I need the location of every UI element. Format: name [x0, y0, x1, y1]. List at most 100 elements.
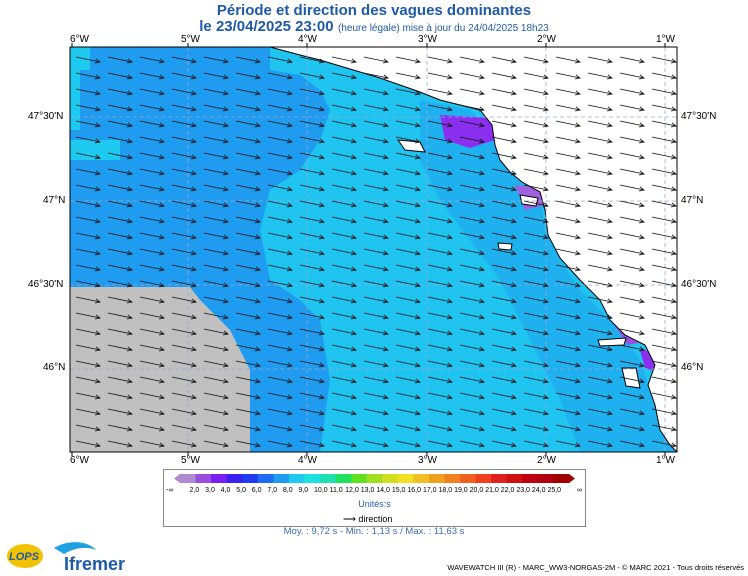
scale-tick-label: 8,0	[282, 487, 293, 494]
direction-arrow	[619, 184, 645, 192]
scale-right-end: ∞	[577, 487, 582, 494]
lat-label-left-46: 46°N	[43, 362, 66, 373]
direction-arrow	[363, 408, 389, 416]
direction-arrow	[75, 120, 101, 128]
color-swatch	[413, 474, 430, 483]
direction-arrow	[427, 344, 453, 352]
direction-arrow	[107, 440, 133, 448]
direction-arrow	[459, 56, 485, 64]
direction-arrow	[395, 136, 421, 144]
direction-arrow	[427, 328, 453, 336]
direction-arrow	[171, 136, 197, 144]
direction-arrow	[363, 136, 389, 144]
map-field	[70, 47, 677, 452]
direction-arrow	[459, 424, 485, 432]
direction-arrow	[651, 104, 677, 112]
direction-arrow	[331, 216, 357, 224]
direction-arrow	[75, 408, 101, 416]
direction-arrow	[267, 312, 293, 320]
scale-tick-label: 25,0	[547, 487, 562, 494]
direction-arrow	[555, 248, 581, 256]
direction-arrow	[235, 72, 261, 80]
direction-arrow	[523, 56, 549, 64]
direction-arrow	[139, 440, 165, 448]
scale-tick-label: 21,0	[485, 487, 499, 494]
direction-arrow	[395, 184, 421, 192]
direction-arrows	[75, 56, 677, 448]
direction-arrow	[107, 328, 133, 336]
direction-arrow	[619, 120, 645, 128]
direction-arrow	[427, 360, 453, 368]
direction-arrow	[299, 360, 325, 368]
direction-arrow	[523, 232, 549, 240]
direction-arrow	[491, 360, 517, 368]
direction-arrow	[363, 264, 389, 272]
direction-arrow	[459, 168, 485, 176]
color-swatch	[475, 474, 492, 483]
direction-arrow	[75, 72, 101, 80]
color-swatch	[226, 474, 243, 483]
offshore-zone	[70, 47, 330, 452]
direction-arrow	[107, 216, 133, 224]
direction-arrow	[555, 328, 581, 336]
direction-arrow	[171, 264, 197, 272]
direction-arrow	[459, 88, 485, 96]
direction-arrow	[267, 72, 293, 80]
direction-arrow	[299, 312, 325, 320]
direction-arrow	[619, 152, 645, 160]
island-yeu	[497, 242, 513, 251]
direction-arrow	[235, 200, 261, 208]
direction-arrow	[619, 56, 645, 64]
direction-arrow	[203, 312, 229, 320]
direction-arrow	[139, 264, 165, 272]
direction-arrow	[331, 440, 357, 448]
scale-tick-label: 24,0	[531, 487, 546, 494]
direction-arrow	[299, 248, 325, 256]
direction-arrow	[203, 328, 229, 336]
scale-tick-label: 3,0	[205, 487, 215, 494]
direction-arrow	[363, 120, 389, 128]
direction-arrow	[651, 264, 677, 272]
direction-arrow	[491, 216, 517, 224]
direction-arrow	[331, 136, 357, 144]
direction-arrow	[491, 88, 517, 96]
direction-arrow	[299, 328, 325, 336]
direction-arrow	[619, 360, 645, 368]
direction-arrow	[75, 424, 101, 432]
direction-arrow	[427, 104, 453, 112]
direction-arrow	[587, 312, 613, 320]
direction-arrow	[619, 232, 645, 240]
direction-arrow	[299, 184, 325, 192]
direction-arrow	[75, 184, 101, 192]
direction-arrow	[555, 312, 581, 320]
direction-arrow	[331, 264, 357, 272]
direction-arrow	[587, 216, 613, 224]
direction-arrow	[107, 72, 133, 80]
direction-arrow	[75, 312, 101, 320]
direction-arrow	[459, 264, 485, 272]
svg-text:LOPS: LOPS	[9, 551, 40, 563]
direction-arrow	[299, 280, 325, 288]
direction-arrow	[171, 152, 197, 160]
color-swatch	[397, 474, 414, 483]
direction-arrow	[171, 280, 197, 288]
direction-arrow	[203, 88, 229, 96]
direction-arrow	[75, 216, 101, 224]
direction-arrow	[139, 360, 165, 368]
direction-arrow	[459, 136, 485, 144]
direction-arrow	[427, 424, 453, 432]
direction-arrow	[331, 376, 357, 384]
direction-arrow	[299, 424, 325, 432]
direction-arrow	[331, 232, 357, 240]
direction-arrow	[203, 376, 229, 384]
direction-arrow	[363, 168, 389, 176]
color-swatch	[180, 474, 197, 483]
coastal-band	[420, 100, 677, 452]
direction-arrow	[267, 408, 293, 416]
direction-arrow	[395, 72, 421, 80]
direction-arrow	[395, 344, 421, 352]
direction-arrow	[235, 168, 261, 176]
direction-arrow	[651, 440, 677, 448]
direction-arrow	[587, 152, 613, 160]
